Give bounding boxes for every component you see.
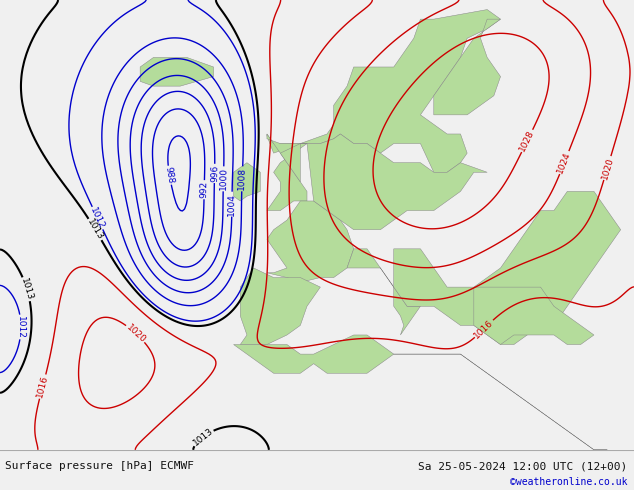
Polygon shape [233,335,607,450]
Text: 1024: 1024 [556,150,573,175]
Text: ©weatheronline.co.uk: ©weatheronline.co.uk [510,477,628,487]
Polygon shape [394,192,621,344]
Text: 1016: 1016 [36,374,50,399]
Text: 1013: 1013 [19,277,34,301]
Polygon shape [474,287,594,344]
Polygon shape [267,201,354,282]
Polygon shape [280,134,487,230]
Polygon shape [267,134,307,211]
Text: 1012: 1012 [89,206,107,230]
Text: 1020: 1020 [124,322,147,344]
Text: Sa 25-05-2024 12:00 UTC (12+00): Sa 25-05-2024 12:00 UTC (12+00) [418,461,628,471]
Text: 1004: 1004 [227,193,236,216]
Text: 1013: 1013 [86,217,105,242]
Text: 988: 988 [164,166,176,184]
Polygon shape [267,10,500,172]
Text: 1028: 1028 [518,129,536,153]
Polygon shape [347,249,420,335]
Text: Surface pressure [hPa] ECMWF: Surface pressure [hPa] ECMWF [5,461,194,471]
Text: 996: 996 [210,165,219,182]
Polygon shape [240,268,320,344]
Text: 1013: 1013 [191,426,215,448]
Text: 992: 992 [200,181,209,198]
Text: 1008: 1008 [237,167,247,191]
Text: 1016: 1016 [472,318,495,340]
Polygon shape [434,19,500,115]
Polygon shape [233,163,261,201]
Polygon shape [140,57,214,86]
Text: 1012: 1012 [16,316,25,339]
Text: 1000: 1000 [219,167,228,191]
Text: 1020: 1020 [600,156,615,180]
